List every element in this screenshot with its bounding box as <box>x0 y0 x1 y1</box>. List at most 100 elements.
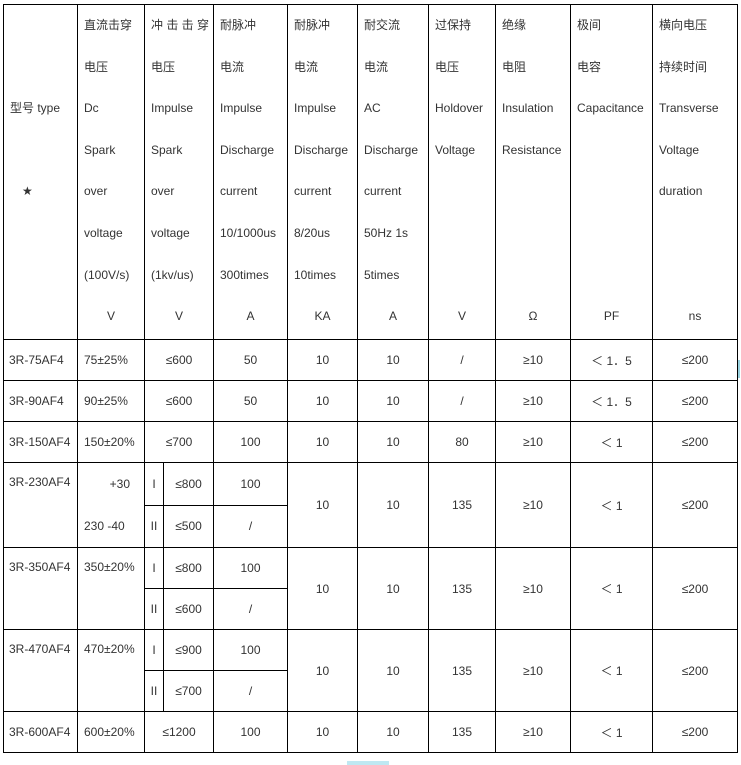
impulse-discharge-short-cell: 10 <box>287 547 358 630</box>
impulse-discharge-long-cell: 100 <box>213 547 288 589</box>
header-line: 型号 type <box>10 101 61 116</box>
impulse-discharge-long-cell: 50 <box>213 380 288 422</box>
impulse-spark-cell: ≤600 <box>163 588 214 630</box>
table-row: 3R-470AF4 470±20% I ≤900 100 10 10 135 ≥10 ＜ 1 ≤20… <box>3 629 738 712</box>
header-line <box>659 213 737 255</box>
impulse-discharge-short-cell: 10 <box>287 380 358 422</box>
header-line: 300times <box>220 267 269 282</box>
header-impulse-discharge-long: 耐脉冲 电流 Impulse Discharge current 10/1000us 300… <box>213 4 288 340</box>
header-line: 耐脉冲 <box>294 18 331 32</box>
header-line <box>577 171 652 213</box>
header-line: (1kv/us) <box>151 267 194 282</box>
impulse-discharge-short-cell: 10 <box>287 711 358 753</box>
holdover-cell: 135 <box>428 629 496 712</box>
impulse-spark-cell: ≤700 <box>163 670 214 712</box>
dc-spark-cell: +30 230 -40 <box>77 462 145 548</box>
transverse-cell: ≤200 <box>652 421 738 463</box>
transverse-cell: ≤200 <box>652 462 738 548</box>
capacitance-cell: ＜ 1 <box>570 711 653 753</box>
header-line: Dc <box>84 101 99 116</box>
edge-marker <box>738 360 740 378</box>
spec-table: 型号 type ★ 直流击穿 电压 Dc Spark over voltage (100V/s)… <box>3 4 738 753</box>
impulse-discharge-long-cell: 100 <box>213 421 288 463</box>
header-line <box>10 213 77 255</box>
header-line: 8/20us <box>294 225 331 240</box>
header-line: Holdover <box>435 101 484 116</box>
ac-discharge-cell: 10 <box>357 629 429 712</box>
header-line: current <box>220 184 258 199</box>
transverse-cell: ≤200 <box>652 629 738 712</box>
header-line <box>577 213 652 255</box>
impulse-discharge-short-cell: 10 <box>287 421 358 463</box>
capacitance-cell: ＜ 1 <box>570 629 653 712</box>
insulation-cell: ≥10 <box>495 380 571 422</box>
ac-discharge-cell: 10 <box>357 711 429 753</box>
holdover-cell: 135 <box>428 462 496 548</box>
header-line: current <box>294 184 332 199</box>
header-line: Discharge <box>294 142 349 157</box>
impulse-spark-cell: ≤800 <box>163 462 214 506</box>
header-line: 10/1000us <box>220 225 277 240</box>
header-line: Insulation <box>502 101 554 116</box>
grade-cell: I <box>144 547 164 589</box>
ac-discharge-cell: 10 <box>357 380 429 422</box>
header-line: 电压 <box>84 59 109 74</box>
dc-spark-cell: 600±20% <box>77 711 145 753</box>
holdover-cell: 135 <box>428 711 496 753</box>
model-cell: 3R-150AF4 <box>3 421 78 463</box>
header-ac-discharge: 耐交流 电流 AC Discharge current 50Hz 1s 5times A <box>357 4 429 340</box>
ac-discharge-cell: 10 <box>357 547 429 630</box>
impulse-spark-cell: ≤1200 <box>144 711 214 753</box>
header-line: 极间 <box>577 18 602 32</box>
dc-spark-cell: 470±20% <box>77 629 145 712</box>
grade-cell: II <box>144 670 164 712</box>
header-unit: A <box>246 309 255 324</box>
header-line: duration <box>659 184 703 199</box>
header-line: 电流 <box>364 59 389 74</box>
header-line: 5times <box>364 267 400 282</box>
header-insulation: 绝缘 电阻 Insulation Resistance Ω <box>495 4 571 340</box>
impulse-spark-cell: ≤600 <box>144 380 214 422</box>
grade-cell: I <box>144 629 164 671</box>
insulation-cell: ≥10 <box>495 711 571 753</box>
dc-spark-cell: 150±20% <box>77 421 145 463</box>
model-cell: 3R-75AF4 <box>3 339 78 381</box>
header-transverse: 横向电压 持续时间 Transverse Voltage duration ns <box>652 4 738 340</box>
header-line: Transverse <box>659 101 719 116</box>
header-model: 型号 type ★ <box>3 4 78 340</box>
header-line: 10times <box>294 267 337 282</box>
model-cell: 3R-470AF4 <box>3 629 78 712</box>
header-unit: PF <box>603 309 620 324</box>
impulse-spark-cell: ≤900 <box>163 629 214 671</box>
table-row: 3R-75AF4 75±25% ≤600 50 10 10/≥10 ＜ 1．5 ≤200 <box>3 339 738 381</box>
header-line: over <box>151 184 175 199</box>
impulse-discharge-long-cell: / <box>213 588 288 630</box>
insulation-cell: ≥10 <box>495 339 571 381</box>
header-line: Voltage <box>659 142 700 157</box>
table-row: II ≤600/ <box>4 588 738 630</box>
grade-cell: II <box>144 504 164 548</box>
header-line: 横向电压 <box>659 18 708 32</box>
impulse-discharge-short-cell: 10 <box>287 339 358 381</box>
header-impulse: 冲 击 击 穿电压 Impulse Spark over voltage (1kv/us)… <box>144 4 214 340</box>
header-line: AC <box>364 101 381 116</box>
dc-spark-cell: 75±25% <box>77 339 145 381</box>
impulse-spark-cell: ≤800 <box>163 547 214 589</box>
header-line <box>659 255 737 297</box>
capacitance-cell: ＜ 1 <box>570 462 653 548</box>
header-unit: A <box>388 309 397 324</box>
ac-discharge-cell: 10 <box>357 421 429 463</box>
header-line: Discharge <box>364 142 419 157</box>
header-line: 电压 <box>435 59 460 74</box>
impulse-discharge-short-cell: 10 <box>287 462 358 548</box>
holdover-cell: / <box>428 380 496 422</box>
table-row: 3R-230AF4 +30 230 -40 I ≤800 100 10 10 135 ≥10 ＜ 1… <box>3 462 738 548</box>
header-line: Voltage <box>435 142 476 157</box>
table-row: 3R-150AF4 150±20% ≤700 100 10 10 80 ≥10 ＜ 1 ≤200 <box>3 421 738 463</box>
header-line: voltage <box>84 225 123 240</box>
grade-cell: I <box>144 462 164 506</box>
header-line: 过保持 <box>435 18 472 32</box>
header-line: Impulse <box>151 101 194 116</box>
header-line <box>577 130 652 172</box>
header-line: (100V/s) <box>84 267 130 282</box>
